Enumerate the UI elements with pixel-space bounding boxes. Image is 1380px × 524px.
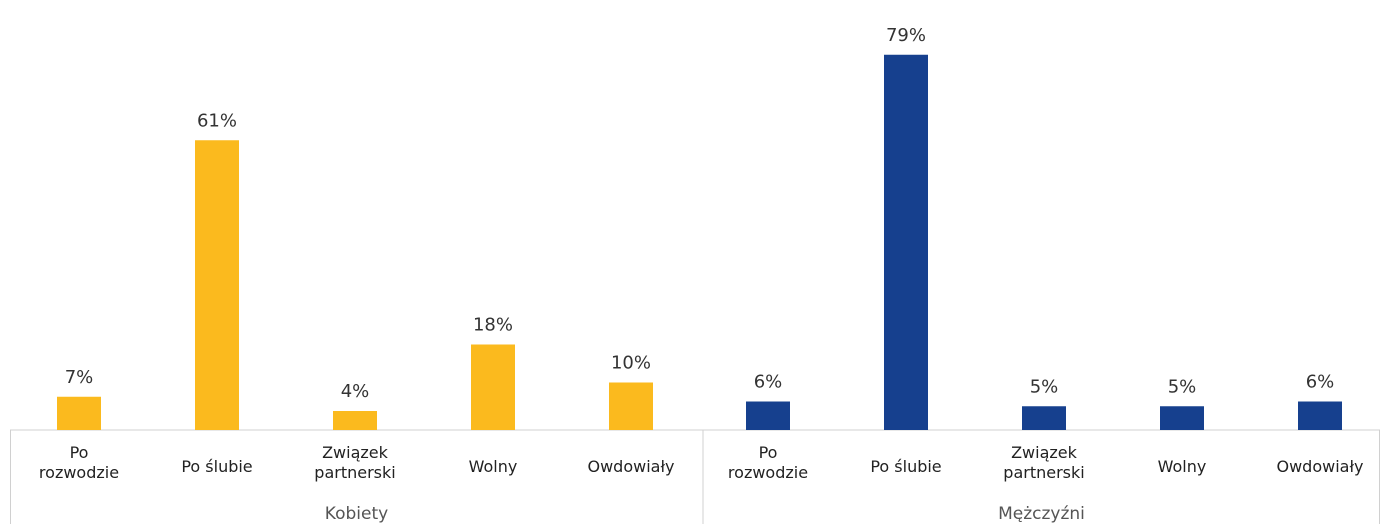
category-label: Po ślubie xyxy=(870,457,941,476)
category-label: Po xyxy=(759,443,778,462)
data-label: 5% xyxy=(1030,376,1059,397)
category-label: Związek xyxy=(322,443,389,462)
data-label: 6% xyxy=(754,372,783,393)
bar xyxy=(57,396,101,430)
category-label: Owdowiały xyxy=(1277,457,1364,476)
group-label: Kobiety xyxy=(325,504,388,524)
category-label: Po xyxy=(70,443,89,462)
data-label: 4% xyxy=(341,381,370,402)
category-label: partnerski xyxy=(1003,463,1084,482)
bar xyxy=(1022,406,1066,430)
data-label: 79% xyxy=(886,25,926,46)
category-label: Wolny xyxy=(1158,457,1207,476)
data-label: 10% xyxy=(611,353,651,374)
category-label: Wolny xyxy=(469,457,518,476)
data-label: 5% xyxy=(1168,376,1197,397)
category-label: partnerski xyxy=(314,463,395,482)
data-label: 7% xyxy=(65,367,94,388)
bar xyxy=(1298,401,1342,430)
bar xyxy=(471,344,515,430)
bar xyxy=(1160,406,1204,430)
category-label: Po ślubie xyxy=(181,457,252,476)
category-label: Owdowiały xyxy=(588,457,675,476)
category-label: rozwodzie xyxy=(39,463,119,482)
data-label: 18% xyxy=(473,315,513,336)
bar xyxy=(884,54,928,430)
bar xyxy=(746,401,790,430)
category-label: rozwodzie xyxy=(728,463,808,482)
group-label: Mężczyźni xyxy=(998,504,1085,524)
data-label: 61% xyxy=(197,110,237,131)
bar xyxy=(333,411,377,430)
bar xyxy=(195,140,239,430)
data-label: 6% xyxy=(1306,372,1335,393)
category-label: Związek xyxy=(1011,443,1078,462)
bar xyxy=(609,382,653,430)
